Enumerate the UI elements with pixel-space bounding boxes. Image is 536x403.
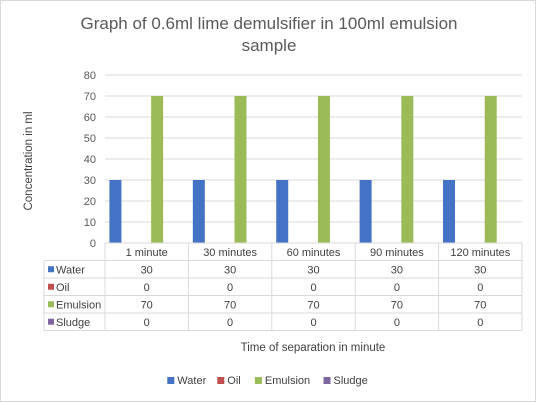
- x-category-label: 90 minutes: [370, 247, 424, 259]
- chart-title-line-2: sample: [242, 36, 297, 55]
- legend: Water Oil Emulsion Sludge: [167, 375, 368, 387]
- table-cell-value: 0: [394, 317, 400, 329]
- table-cell-value: 0: [394, 282, 400, 294]
- table-cell-value: 0: [310, 282, 316, 294]
- x-category-label: 1 minute: [126, 247, 168, 259]
- table-cell-value: 0: [227, 317, 233, 329]
- legend-swatch-oil: [217, 377, 225, 384]
- table-cell-value: 70: [141, 300, 153, 312]
- table-series-name: Sludge: [56, 317, 90, 329]
- bar-water: [443, 180, 456, 243]
- y-tick-label: 50: [84, 133, 96, 145]
- x-category-label: 60 minutes: [287, 247, 341, 259]
- table-cell-value: 70: [474, 300, 486, 312]
- y-tick-label: 10: [84, 217, 96, 229]
- y-axis-title: Concentration in ml: [23, 111, 35, 210]
- table-legend-key: [48, 301, 54, 308]
- legend-label-sludge: Sludge: [334, 375, 368, 387]
- bar-emulsion: [234, 96, 247, 243]
- bar-emulsion: [317, 96, 330, 243]
- y-tick-label: 80: [84, 70, 96, 82]
- y-tick-label: 40: [84, 154, 96, 166]
- bar-emulsion: [401, 96, 414, 243]
- x-axis-title: Time of separation in minute: [241, 342, 386, 354]
- table-cell-value: 0: [477, 317, 483, 329]
- table-cell-value: 0: [144, 282, 150, 294]
- table-series-name: Oil: [56, 282, 69, 294]
- table-cell-value: 30: [224, 265, 236, 277]
- table-legend-key: [48, 318, 54, 325]
- table-cell-value: 30: [391, 265, 403, 277]
- bar-water: [192, 180, 205, 243]
- y-tick-label: 70: [84, 91, 96, 103]
- legend-label-emulsion: Emulsion: [265, 375, 310, 387]
- y-tick-label: 20: [84, 196, 96, 208]
- bar-water: [276, 180, 289, 243]
- table-cell-value: 30: [474, 265, 486, 277]
- y-tick-label: 60: [84, 112, 96, 124]
- legend-label-water: Water: [177, 375, 206, 387]
- table-legend-key: [48, 283, 54, 290]
- table-cell-value: 70: [307, 300, 319, 312]
- y-tick-label: 0: [90, 238, 96, 250]
- bar-emulsion: [484, 96, 497, 243]
- legend-swatch-sludge: [323, 377, 331, 384]
- table-series-name: Emulsion: [56, 300, 101, 312]
- data-table: 1 minute 30 minutes 60 minutes 90 minutes 12…: [43, 242, 523, 331]
- y-tick-label: 30: [84, 175, 96, 187]
- table-cell-value: 0: [310, 317, 316, 329]
- legend-swatch-water: [167, 377, 175, 384]
- table-cell-value: 0: [227, 282, 233, 294]
- bars: [109, 96, 497, 243]
- table-cell-value: 0: [477, 282, 483, 294]
- x-category-label: 30 minutes: [203, 247, 257, 259]
- bar-water: [109, 180, 122, 243]
- chart-title-line-1: Graph of 0.6ml lime demulsifier in 100ml…: [81, 14, 458, 33]
- table-legend-key: [48, 266, 54, 273]
- gridlines: 0 10 20 30 40 50 60 70 80: [84, 70, 522, 250]
- table-cell-value: 30: [307, 265, 319, 277]
- legend-swatch-emulsion: [254, 377, 262, 384]
- x-category-label: 120 minutes: [450, 247, 510, 259]
- bar-emulsion: [151, 96, 164, 243]
- table-cell-value: 0: [144, 317, 150, 329]
- legend-label-oil: Oil: [227, 375, 240, 387]
- table-cell-value: 70: [224, 300, 236, 312]
- table-cell-value: 30: [141, 265, 153, 277]
- bar-water: [359, 180, 372, 243]
- table-cell-value: 70: [391, 300, 403, 312]
- table-series-name: Water: [56, 265, 85, 277]
